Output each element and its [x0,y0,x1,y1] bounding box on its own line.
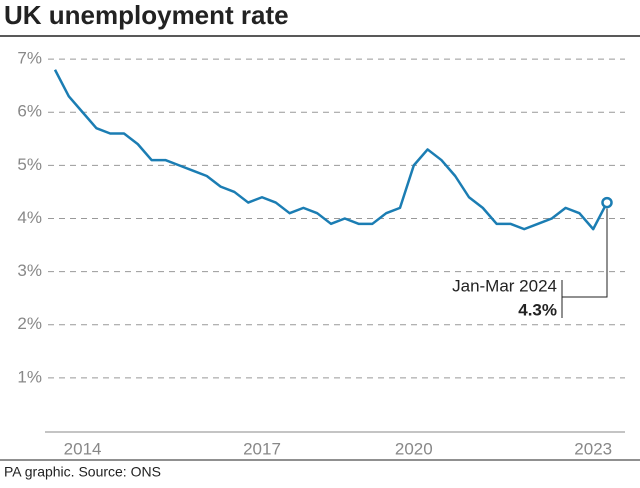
y-tick-label: 4% [17,208,42,227]
annotation-text: Jan-Mar 2024 [452,276,557,295]
y-tick-label: 6% [17,102,42,121]
x-tick-label: 2020 [395,439,433,458]
line-series [53,69,609,231]
y-tick-label: 7% [17,49,42,68]
x-tick-label: 2017 [243,439,281,458]
y-tick-label: 5% [17,155,42,174]
x-tick-label: 2014 [64,439,102,458]
annotation-leader [561,208,608,318]
y-tick-label: 1% [17,367,42,386]
y-tick-label: 3% [17,261,42,280]
x-tick-label: 2023 [574,439,612,458]
source: PA graphic. Source: ONS [4,464,161,480]
annotation-value: 4.3% [518,300,557,319]
y-tick-label: 2% [17,314,42,333]
end-marker [601,196,613,209]
chart-title: UK unemployment rate [4,0,289,30]
